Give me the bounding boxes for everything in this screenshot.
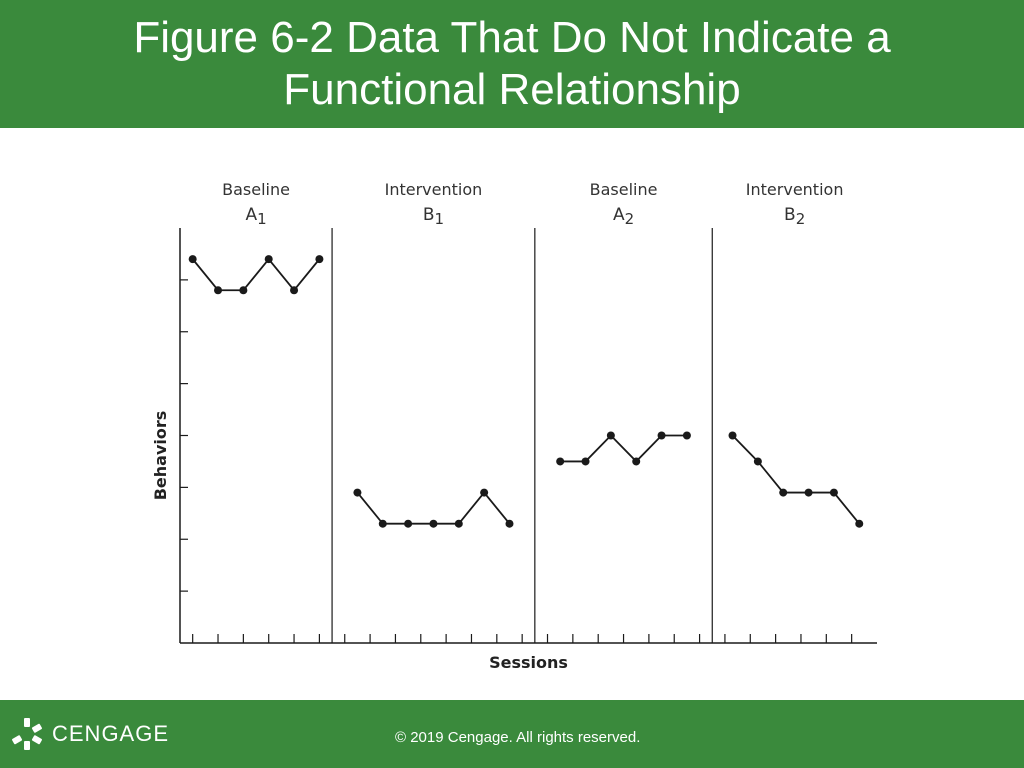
data-point-phase-1-6 xyxy=(315,255,324,264)
data-point-phase-2-5 xyxy=(454,519,463,528)
data-point-phase-3-2 xyxy=(581,457,590,466)
phase-label-1: Baseline xyxy=(222,180,290,199)
copyright-text: © 2019 Cengage. All rights reserved. xyxy=(395,729,641,746)
phase-label-2: Intervention xyxy=(385,180,483,199)
phase-code-2: B1 xyxy=(423,205,444,228)
data-point-phase-3-3 xyxy=(606,431,615,440)
logo-text: CENGAGE xyxy=(52,721,170,746)
data-point-phase-2-7 xyxy=(505,519,514,528)
data-point-phase-2-6 xyxy=(480,488,489,497)
phase-code-4: B2 xyxy=(784,205,805,228)
data-point-phase-3-6 xyxy=(682,431,691,440)
x-axis-label: Sessions xyxy=(489,653,568,672)
data-point-phase-1-5 xyxy=(290,286,299,295)
data-point-phase-2-1 xyxy=(353,488,362,497)
data-point-phase-3-1 xyxy=(556,457,565,466)
data-point-phase-1-1 xyxy=(188,255,197,264)
data-point-phase-4-2 xyxy=(753,457,762,466)
cengage-logo-icon xyxy=(12,718,42,750)
series-line-phase-3 xyxy=(560,434,687,463)
phase-chart: Baseline A1 Intervention B1 Baseline A2 Interv… xyxy=(151,180,877,672)
data-point-phase-4-4 xyxy=(804,488,813,497)
data-point-phase-2-3 xyxy=(404,519,413,528)
data-point-phase-4-1 xyxy=(728,431,737,440)
series-line-phase-1 xyxy=(191,257,321,292)
data-point-phase-4-6 xyxy=(855,519,864,528)
phase-code-3: A2 xyxy=(613,205,634,228)
slide-header: Figure 6-2 Data That Do Not Indicate a F… xyxy=(0,0,1024,128)
data-point-phase-1-2 xyxy=(214,286,223,295)
phase-code-1: A1 xyxy=(245,205,266,228)
data-point-phase-4-3 xyxy=(779,488,788,497)
data-point-phase-1-3 xyxy=(239,286,248,295)
data-point-phase-1-4 xyxy=(264,255,273,264)
phase-label-3: Baseline xyxy=(590,180,658,199)
data-point-phase-3-4 xyxy=(632,457,641,466)
logo: CENGAGE xyxy=(10,716,169,752)
data-point-phase-2-2 xyxy=(378,519,387,528)
series-line-phase-4 xyxy=(731,434,860,525)
data-point-phase-3-5 xyxy=(657,431,666,440)
chart-area: Baseline A1 Intervention B1 Baseline A2 Interv… xyxy=(0,128,1024,700)
data-point-phase-2-4 xyxy=(429,519,438,528)
y-axis-label: Behaviors xyxy=(151,411,170,501)
phase-label-4: Intervention xyxy=(746,180,844,199)
data-point-phase-4-5 xyxy=(829,488,838,497)
slide-title: Figure 6-2 Data That Do Not Indicate a F… xyxy=(133,13,891,114)
series-line-phase-2 xyxy=(356,491,511,525)
slide-footer: CENGAGE © 2019 Cengage. All rights reser… xyxy=(0,700,1024,768)
